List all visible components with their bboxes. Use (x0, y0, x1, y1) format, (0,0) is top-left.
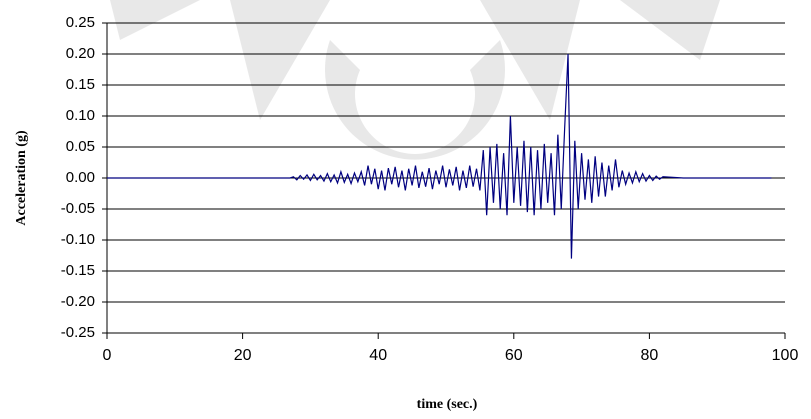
x-tick-label: 20 (234, 347, 252, 364)
y-tick-label: 0.05 (66, 138, 95, 155)
y-tick-label: -0.15 (61, 262, 95, 279)
x-tick-label: 0 (103, 347, 112, 364)
y-tick-label: 0.00 (66, 169, 95, 186)
y-tick-label: 0.15 (66, 76, 95, 93)
x-tick-label: 80 (641, 347, 659, 364)
y-tick-label: -0.20 (61, 293, 95, 310)
x-tick-label: 100 (772, 347, 799, 364)
y-axis-title: Acceleration (g) (14, 130, 29, 226)
x-tick-label: 40 (369, 347, 387, 364)
y-tick-label: -0.10 (61, 231, 95, 248)
x-axis-title: time (sec.) (417, 397, 478, 412)
watermark (110, 0, 720, 160)
x-tick-label: 60 (505, 347, 523, 364)
series-line (107, 53, 772, 259)
y-tick-label: 0.10 (66, 107, 95, 124)
y-tick-label: -0.05 (61, 200, 95, 217)
y-tick-label: 0.20 (66, 45, 95, 62)
y-tick-label: 0.25 (66, 14, 95, 31)
y-tick-label: -0.25 (61, 324, 95, 341)
